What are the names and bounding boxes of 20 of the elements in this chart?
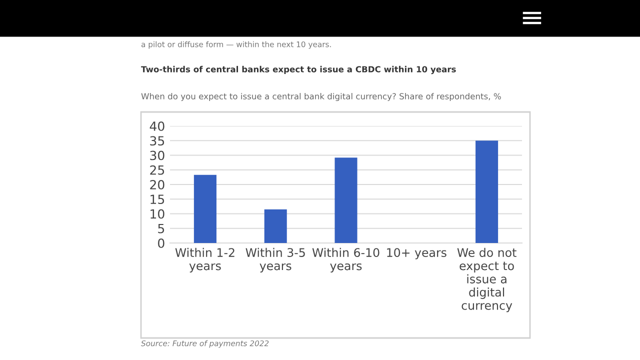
x-tick-label: Within 1-2 years <box>175 248 234 273</box>
bar <box>264 209 287 243</box>
bar <box>476 140 498 243</box>
x-tick-label: Within 6-10 years <box>312 248 380 273</box>
y-tick-label: 30 <box>150 150 164 160</box>
y-tick-label: 10 <box>150 209 164 219</box>
y-tick-label: 0 <box>158 238 164 248</box>
y-tick-label: 15 <box>150 194 164 204</box>
x-tick-label: Within 3-5 years <box>246 248 305 273</box>
chart-title: Two-thirds of central banks expect to issue a CBDC within 10 years <box>141 66 456 74</box>
y-tick-label: 40 <box>150 121 164 131</box>
y-tick-label: 35 <box>150 136 164 146</box>
bar <box>194 174 216 243</box>
y-tick-label: 5 <box>158 224 164 234</box>
y-tick-label: 20 <box>150 180 164 190</box>
x-tick-label: We do not expect to issue a digital currency <box>457 248 516 312</box>
x-tick-label: 10+ years <box>387 248 446 260</box>
chart-subtitle: When do you expect to issue a central bank digital currency? Share of respondents, % <box>141 92 501 102</box>
y-tick-label: 25 <box>150 165 164 175</box>
bar <box>334 158 358 243</box>
